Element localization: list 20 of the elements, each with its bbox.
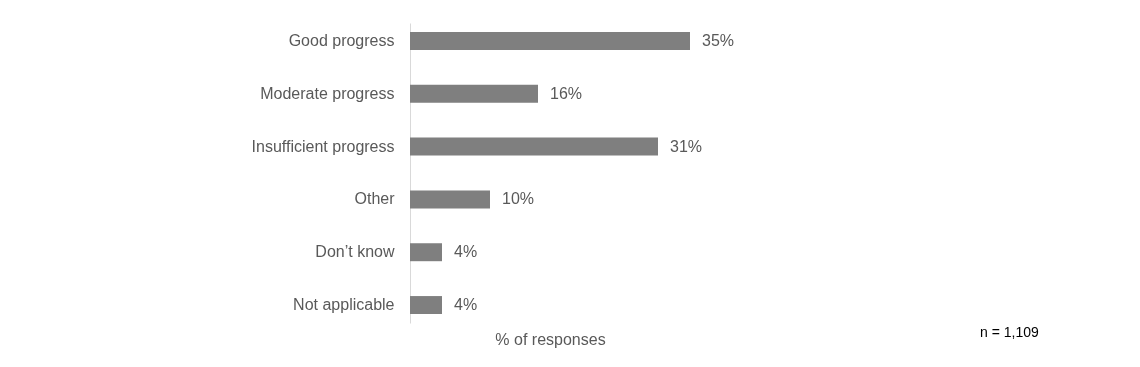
data-label: 4% — [454, 296, 478, 314]
bar — [410, 31, 690, 50]
data-label: 31% — [670, 137, 703, 155]
y-tick-label: Insufficient progress — [251, 137, 395, 155]
x-axis-title: % of responses — [495, 330, 606, 348]
data-label: 10% — [502, 190, 535, 208]
data-label: 35% — [702, 31, 735, 49]
y-tick-label: Good progress — [288, 31, 395, 49]
bar — [410, 84, 538, 103]
bar — [410, 296, 442, 315]
y-tick-label: Other — [354, 190, 396, 208]
y-tick-label: Not applicable — [293, 296, 395, 314]
data-label: 4% — [454, 243, 478, 261]
bar — [410, 137, 658, 156]
bar — [410, 243, 442, 262]
bar — [410, 190, 490, 209]
y-tick-label: Moderate progress — [260, 84, 395, 102]
data-label: 16% — [550, 84, 583, 102]
y-tick-label: Don’t know — [315, 243, 395, 261]
text: n = 1,109 — [980, 324, 1039, 340]
